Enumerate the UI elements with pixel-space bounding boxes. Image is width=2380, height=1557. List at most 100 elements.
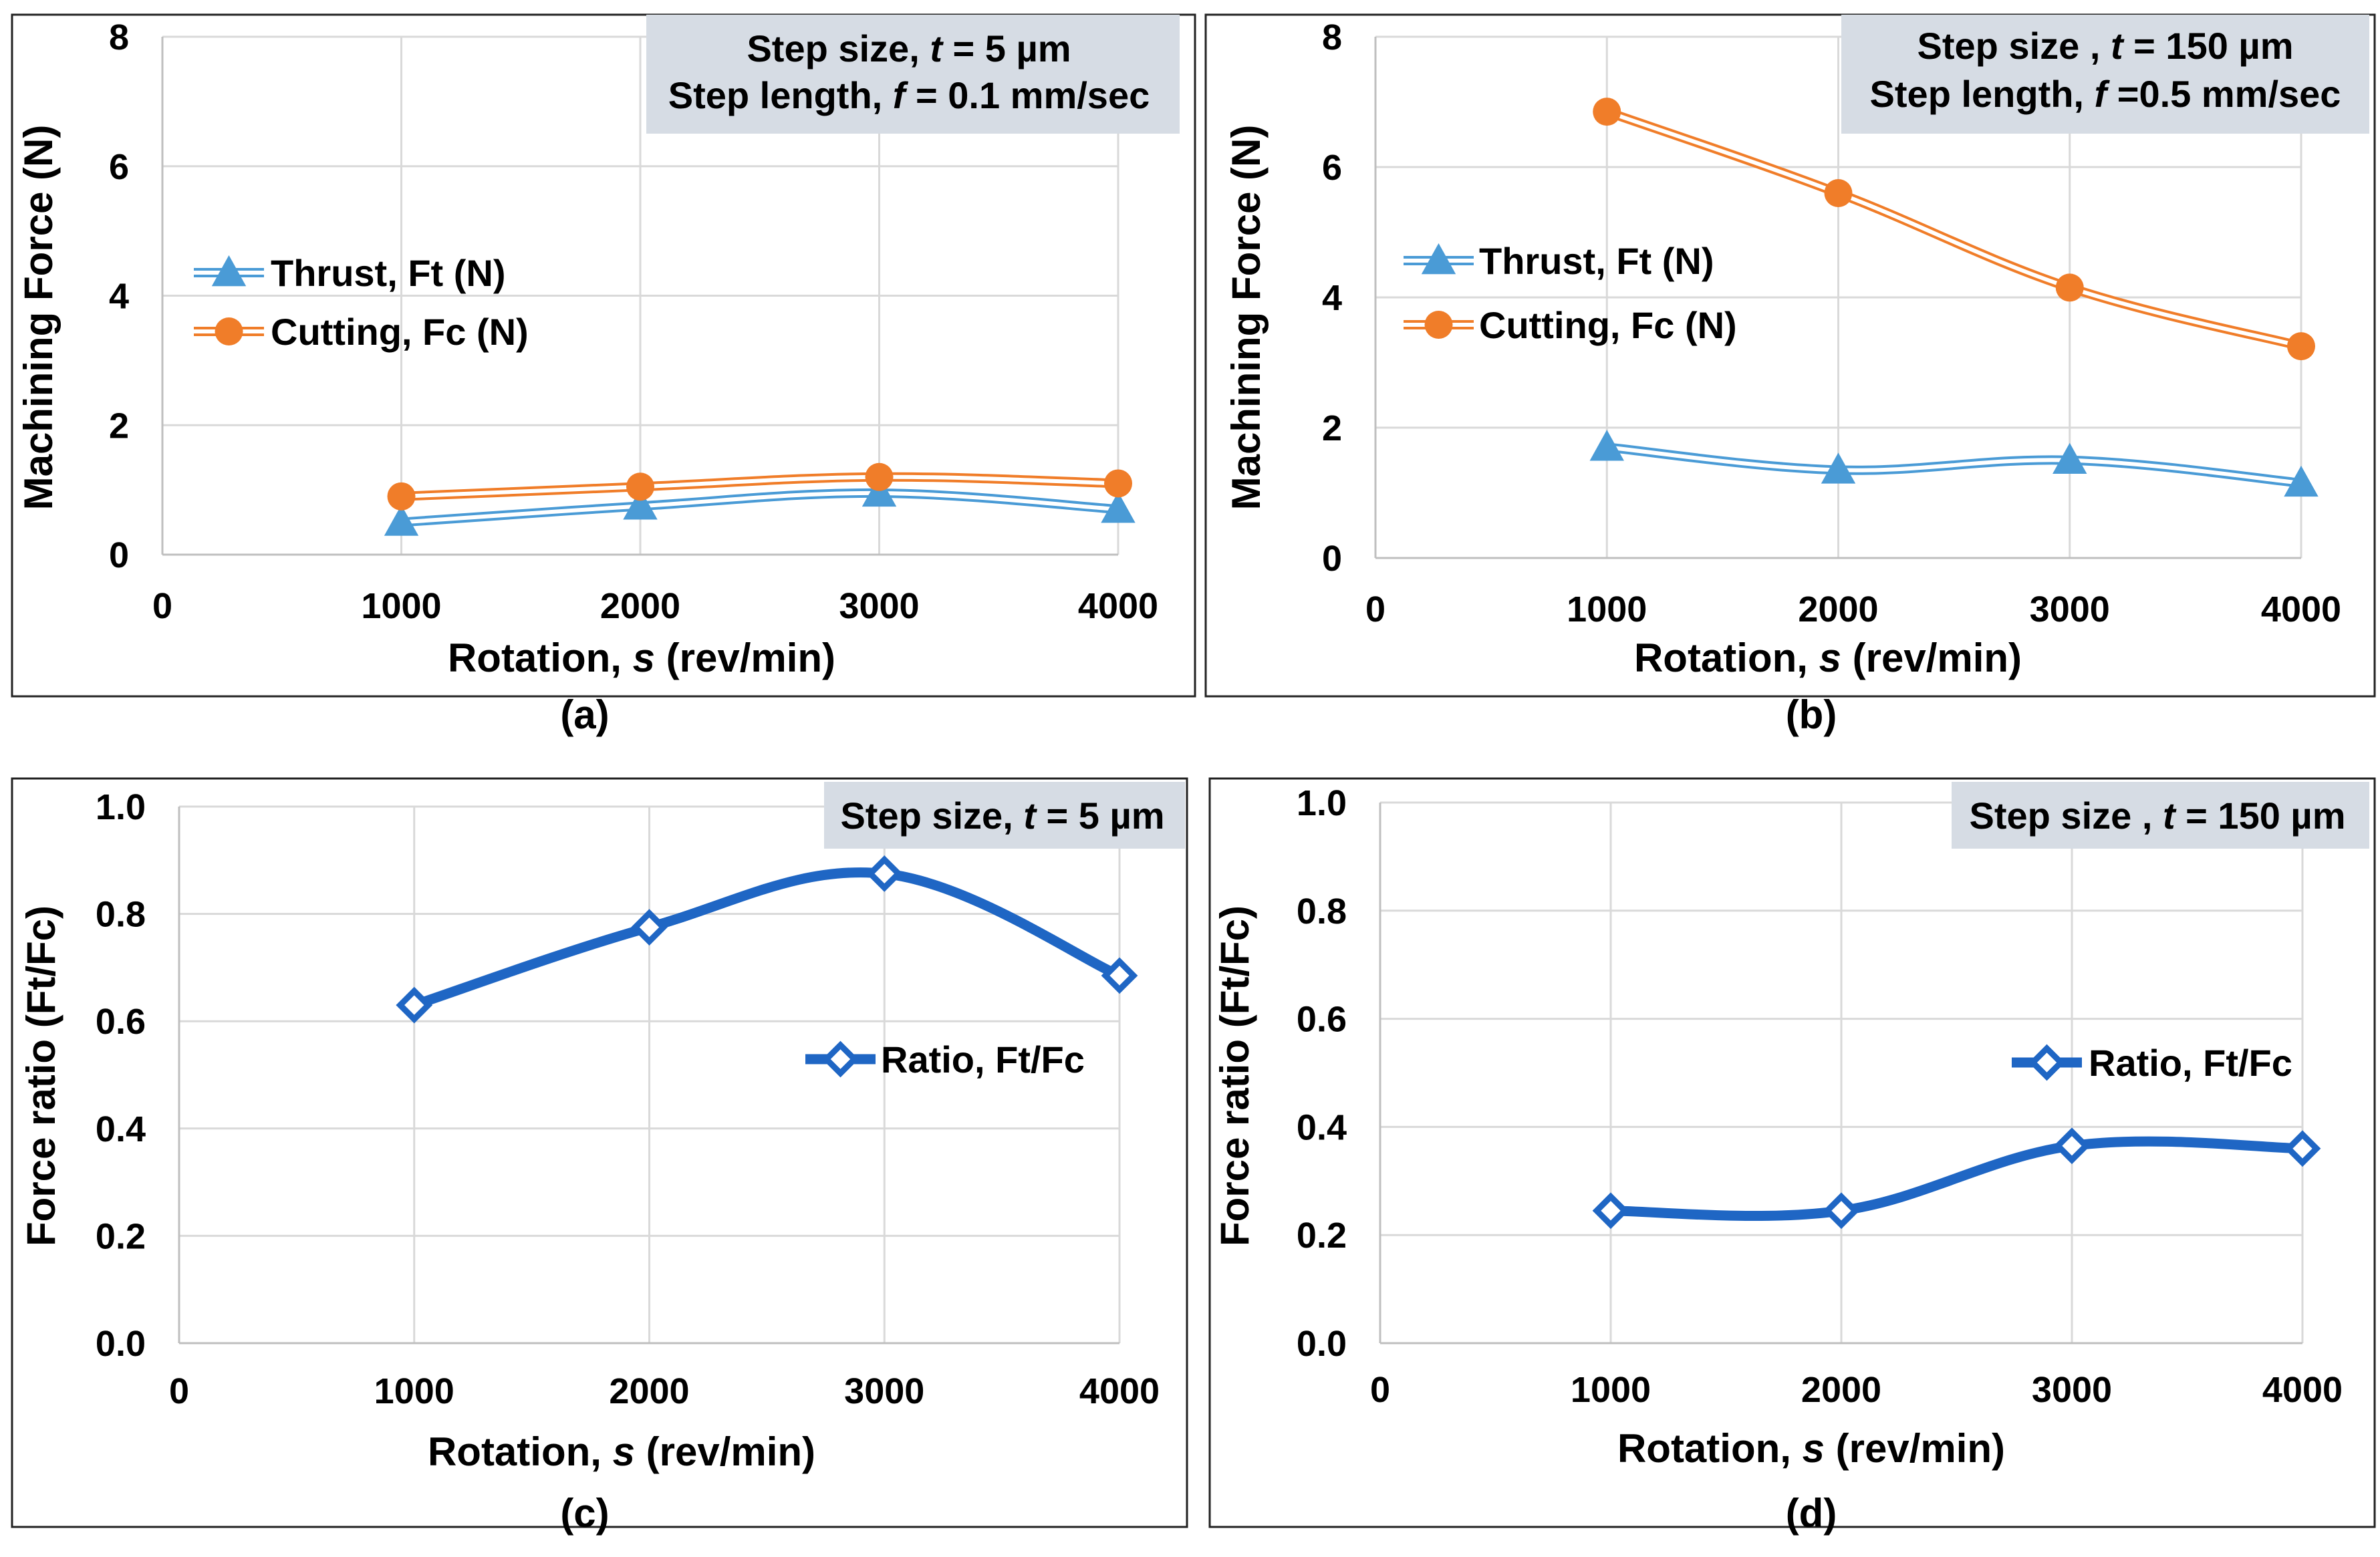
annotation-line: Step size, t = 5 µm xyxy=(747,27,1071,69)
x-tick-label: 1000 xyxy=(374,1371,454,1411)
x-tick-label: 4000 xyxy=(2261,589,2341,629)
legend-entry: Ratio, Ft/Fc xyxy=(805,1038,1085,1081)
data-point xyxy=(866,855,903,892)
y-tick-label: 8 xyxy=(109,17,129,57)
legend-label: Thrust, Ft (N) xyxy=(1479,240,1714,282)
annotation-line-part: Step size , xyxy=(1970,795,2163,837)
y-tick-label: 0.8 xyxy=(96,895,146,935)
panel-caption: (b) xyxy=(1786,692,1837,737)
data-point xyxy=(2053,1127,2091,1165)
y-tick-label: 6 xyxy=(109,147,129,187)
panel-c: 0.0 0.2 0.4 0.6 0.8 1.0 0 1000 2000 3000 4000 Rotat… xyxy=(11,777,1188,1536)
x-axis-title-part: (rev/min) xyxy=(655,635,835,680)
panel-caption: (c) xyxy=(560,1491,609,1536)
x-axis-title-part: Rotation, xyxy=(1634,635,1819,680)
series-line-core xyxy=(401,474,1119,499)
x-tick-label: 1000 xyxy=(361,586,441,626)
panel-caption: (a) xyxy=(560,692,609,737)
annotation-line-part: Step length, xyxy=(1870,73,2095,115)
annotation-line-part: t xyxy=(2163,795,2177,837)
series-line-core xyxy=(1606,110,2302,349)
y-tick-label: 0.4 xyxy=(96,1109,146,1149)
legend-marker xyxy=(1421,243,1456,275)
annotation-line-part: = 5 µm xyxy=(1036,795,1165,837)
x-tick-label: 4000 xyxy=(1079,1371,1160,1411)
annotation-line-part: =0.5 mm/sec xyxy=(2107,73,2341,115)
x-tick-label: 1000 xyxy=(1567,589,1647,629)
legend-entry: Thrust, Ft (N) xyxy=(1404,240,1714,282)
data-point xyxy=(396,986,433,1024)
data-point xyxy=(1593,98,1621,126)
series-diamond xyxy=(1592,1127,2321,1230)
data-point xyxy=(2053,442,2087,474)
annotation-line-part: = 150 µm xyxy=(2123,25,2294,67)
annotation-line: Step size , t = 150 µm xyxy=(1970,795,2346,837)
x-tick-label: 0 xyxy=(152,586,172,626)
x-tick-label: 2000 xyxy=(609,1371,689,1411)
data-point xyxy=(1101,492,1136,523)
x-axis-title-part: (rev/min) xyxy=(1825,1426,2005,1471)
legend-marker xyxy=(1424,311,1453,339)
data-point xyxy=(387,482,416,511)
annotation-line-part: Step size, xyxy=(747,27,930,69)
y-tick-label: 1.0 xyxy=(96,787,146,827)
y-tick-label: 2 xyxy=(1322,408,1342,448)
x-axis-title: Rotation, s (rev/min) xyxy=(448,635,835,680)
y-tick-label: 1.0 xyxy=(1297,783,1347,823)
data-point xyxy=(1821,452,1856,484)
x-axis-title-part: Rotation, xyxy=(428,1429,613,1474)
legend-entry: Thrust, Ft (N) xyxy=(194,252,505,294)
x-tick-label: 4000 xyxy=(2262,1370,2343,1410)
y-tick-label: 0.0 xyxy=(1297,1324,1347,1364)
data-point xyxy=(2284,465,2319,497)
x-tick-label: 0 xyxy=(169,1371,189,1411)
x-axis-title: Rotation, s (rev/min) xyxy=(1634,635,2022,680)
data-point xyxy=(1592,1192,1629,1230)
x-axis-title-part: s xyxy=(613,1429,635,1474)
x-axis-title-part: (rev/min) xyxy=(1841,635,2022,680)
annotation-line: Step size , t = 150 µm xyxy=(1918,25,2294,67)
data-point xyxy=(1104,469,1132,498)
annotation-line-part: t xyxy=(1023,795,1037,837)
y-tick-label: 6 xyxy=(1322,148,1342,188)
data-point xyxy=(1824,179,1853,207)
x-tick-label: 0 xyxy=(1370,1370,1390,1410)
annotation-line: Step size, t = 5 µm xyxy=(840,795,1164,837)
annotation-line-part: t xyxy=(930,27,944,69)
y-tick-label: 4 xyxy=(109,277,129,317)
panel-frame xyxy=(11,777,1188,1528)
y-tick-label: 8 xyxy=(1322,17,1342,57)
series-line-core xyxy=(1606,445,2302,485)
data-point xyxy=(2287,332,2315,361)
data-point xyxy=(1823,1192,1860,1230)
x-tick-label: 3000 xyxy=(844,1371,924,1411)
legend-label: Ratio, Ft/Fc xyxy=(881,1038,1085,1081)
y-tick-label: 0 xyxy=(109,535,129,575)
x-tick-label: 3000 xyxy=(2032,1370,2112,1410)
series-triangle xyxy=(384,475,1136,536)
legend-label: Cutting, Fc (N) xyxy=(271,311,529,353)
series-circle xyxy=(1593,98,2315,361)
data-point xyxy=(865,462,894,491)
annotation-box xyxy=(824,782,1185,849)
data-point xyxy=(2055,273,2084,302)
panel-b: 0 2 4 6 8 0 1000 2000 3000 4000 Rotation, s (rev/m… xyxy=(1204,13,2376,737)
series-circle xyxy=(387,462,1132,511)
x-tick-label: 3000 xyxy=(2030,589,2110,629)
data-point xyxy=(631,909,668,946)
data-point xyxy=(862,475,897,507)
y-tick-label: 0.0 xyxy=(96,1324,146,1364)
x-axis-title: Rotation, s (rev/min) xyxy=(428,1429,815,1474)
legend-marker xyxy=(2028,1044,2065,1081)
y-tick-label: 0.6 xyxy=(1297,1000,1347,1040)
data-point xyxy=(623,488,658,520)
data-point xyxy=(2284,1130,2321,1167)
x-axis-title-part: Rotation, xyxy=(1617,1426,1803,1471)
x-tick-label: 1000 xyxy=(1571,1370,1651,1410)
series-diamond xyxy=(396,855,1138,1024)
legend-marker xyxy=(215,317,243,345)
annotation-line-part: = 5 µm xyxy=(942,27,1071,69)
data-point xyxy=(1101,957,1138,994)
annotation-box xyxy=(1952,782,2369,849)
